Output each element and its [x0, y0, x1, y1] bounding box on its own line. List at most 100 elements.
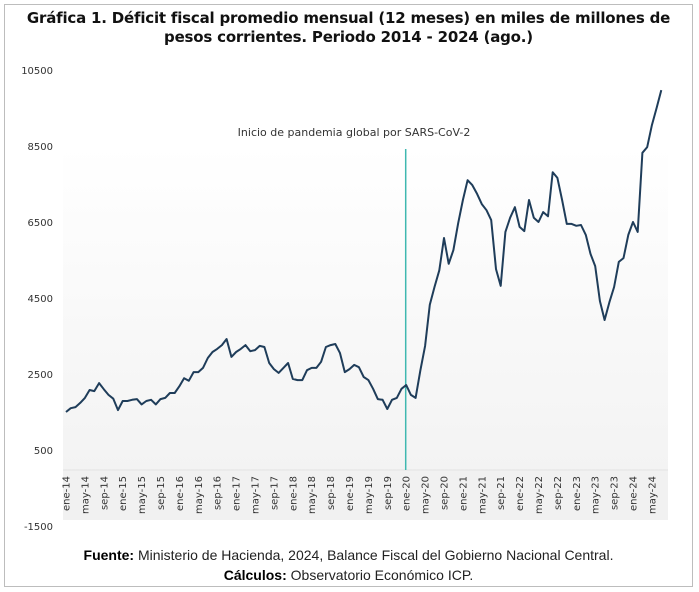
data-point — [358, 366, 360, 368]
data-point — [575, 225, 577, 227]
y-tick-label: 500 — [34, 446, 53, 457]
data-point — [339, 352, 341, 354]
data-point — [273, 368, 275, 370]
data-point — [552, 171, 554, 173]
data-point — [401, 388, 403, 390]
data-point — [216, 348, 218, 350]
data-point — [112, 398, 114, 400]
data-point — [481, 203, 483, 205]
x-tick-label: may-18 — [307, 476, 318, 514]
data-point — [240, 348, 242, 350]
data-point — [93, 390, 95, 392]
data-point — [618, 261, 620, 263]
x-axis-band — [63, 470, 668, 520]
data-point — [637, 231, 639, 233]
data-point — [561, 199, 563, 201]
y-tick-label: -1500 — [24, 522, 53, 533]
data-point — [538, 221, 540, 223]
data-point — [145, 400, 147, 402]
data-point — [254, 349, 256, 351]
y-tick-label: 8500 — [28, 142, 53, 153]
data-point — [613, 286, 615, 288]
x-tick-label: ene-19 — [345, 476, 356, 511]
x-tick-label: sep-21 — [496, 476, 507, 510]
source-label: Fuente: — [83, 547, 135, 563]
data-point — [89, 389, 91, 391]
data-point — [311, 367, 313, 369]
data-point — [623, 257, 625, 259]
data-point — [306, 369, 308, 371]
data-point — [108, 394, 110, 396]
data-point — [386, 408, 388, 410]
x-tick-label: ene-22 — [515, 476, 526, 511]
data-point — [164, 397, 166, 399]
x-tick-label: ene-17 — [232, 476, 243, 511]
x-tick-label: may-19 — [364, 476, 375, 514]
x-tick-label: ene-24 — [629, 476, 640, 511]
data-point — [65, 411, 67, 413]
chart-footer: Fuente: Ministerio de Hacienda, 2024, Ba… — [4, 545, 693, 585]
data-point — [405, 384, 407, 386]
data-point — [297, 379, 299, 381]
x-tick-label: may-22 — [534, 476, 545, 514]
data-point — [457, 222, 459, 224]
data-point — [419, 369, 421, 371]
data-point — [174, 392, 176, 394]
data-point — [349, 368, 351, 370]
x-tick-label: may-20 — [421, 476, 432, 514]
data-point — [70, 407, 72, 409]
data-point — [519, 226, 521, 228]
data-point — [471, 184, 473, 186]
data-point — [585, 234, 587, 236]
data-point — [547, 215, 549, 217]
x-tick-label: sep-20 — [440, 476, 451, 510]
data-point — [103, 388, 105, 390]
data-point — [514, 206, 516, 208]
data-point — [320, 361, 322, 363]
data-point — [542, 211, 544, 213]
data-point — [462, 199, 464, 201]
source-note: Fuente: Ministerio de Hacienda, 2024, Ba… — [4, 545, 693, 565]
pandemic-annotation: Inicio de pandemia global por SARS-CoV-2 — [238, 126, 471, 139]
data-point — [627, 234, 629, 236]
data-point — [221, 344, 223, 346]
data-point — [651, 124, 653, 126]
x-tick-label: ene-16 — [175, 476, 186, 511]
data-point — [155, 403, 157, 405]
data-point — [301, 379, 303, 381]
data-point — [79, 402, 81, 404]
data-point — [382, 399, 384, 401]
data-point — [656, 107, 658, 109]
data-point — [646, 146, 648, 148]
data-point — [367, 379, 369, 381]
y-tick-label: 4500 — [28, 294, 53, 305]
data-point — [330, 344, 332, 346]
x-tick-label: ene-15 — [118, 476, 129, 511]
data-point — [75, 406, 77, 408]
plot-area — [63, 146, 668, 470]
data-point — [226, 338, 228, 340]
x-tick-label: may-15 — [137, 476, 148, 514]
chart-title: Gráfica 1. Déficit fiscal promedio mensu… — [4, 9, 693, 47]
chart-title-line-2: pesos corrientes. Periodo 2014 - 2024 (a… — [164, 28, 533, 46]
data-point — [377, 398, 379, 400]
data-point — [98, 382, 100, 384]
series-line-deficit — [65, 89, 663, 413]
data-point — [660, 89, 662, 91]
data-point — [292, 378, 294, 380]
data-point — [566, 223, 568, 225]
data-point — [396, 397, 398, 399]
x-tick-label: ene-21 — [458, 476, 469, 511]
data-point — [353, 364, 355, 366]
data-point — [245, 344, 247, 346]
data-point — [263, 346, 265, 348]
x-tick-label: ene-23 — [572, 476, 583, 511]
x-tick-label: may-24 — [647, 476, 658, 514]
data-point — [571, 223, 573, 225]
data-point — [278, 372, 280, 374]
data-point — [509, 217, 511, 219]
data-point — [410, 394, 412, 396]
data-point — [504, 231, 506, 233]
data-point — [448, 263, 450, 265]
